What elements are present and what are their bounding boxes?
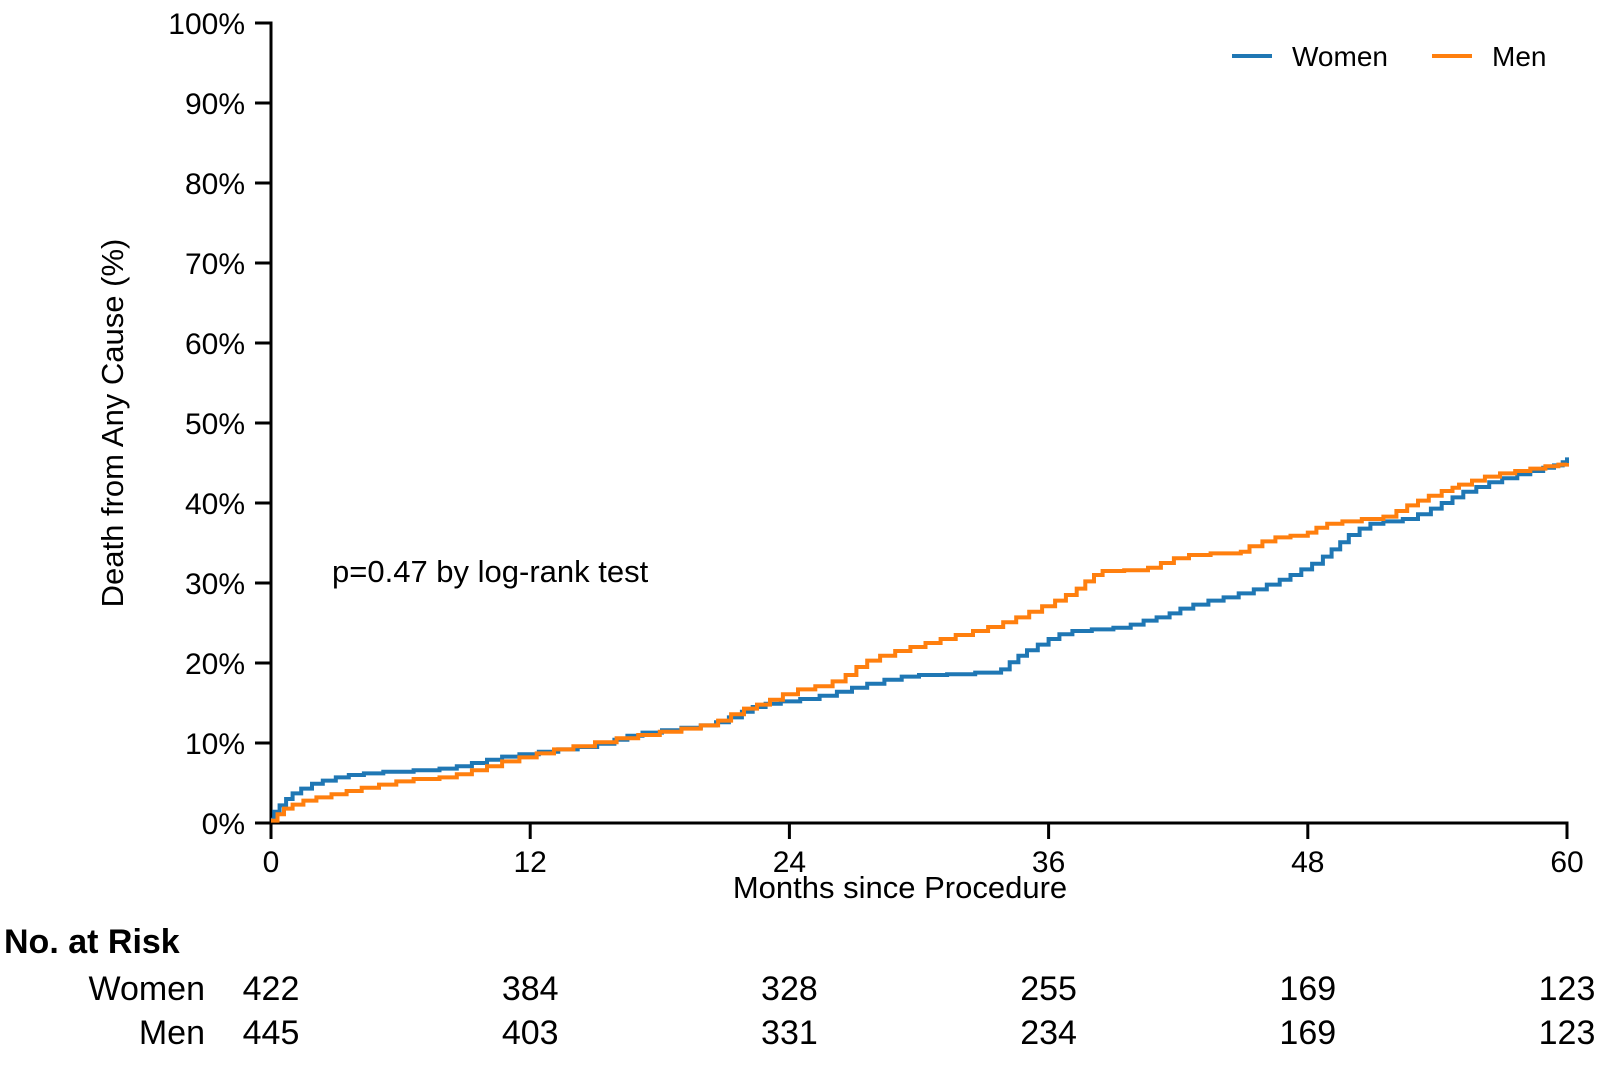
y-tick-label: 90% [185,88,245,121]
x-axis-title: Months since Procedure [733,870,1067,905]
survival-curves [271,457,1569,823]
risk-value-men-60: 123 [1539,1014,1596,1052]
no-at-risk-table: No. at Risk Women Men 422 384 328 255 169 123… [4,923,1595,1052]
y-tick-label: 0% [202,808,245,841]
curve-women [271,457,1569,822]
y-tick-label: 40% [185,488,245,521]
risk-value-women-0: 422 [243,970,300,1008]
x-tick-label: 24 [773,846,806,879]
y-tick-label: 30% [185,568,245,601]
risk-value-men-0: 445 [243,1014,300,1052]
y-tick-label: 80% [185,168,245,201]
x-tick-label: 36 [1032,846,1065,879]
legend-women-label: Women [1292,41,1388,72]
y-tick-label: 10% [185,728,245,761]
risk-value-men-12: 403 [502,1014,559,1052]
y-tick-label: 70% [185,248,245,281]
risk-value-women-12: 384 [502,970,559,1008]
x-tick-label: 60 [1550,846,1583,879]
x-tick-label: 48 [1291,846,1324,879]
legend-men-label: Men [1492,41,1546,72]
curve-men [271,462,1569,823]
x-tick-label: 0 [263,846,280,879]
x-tick-label: 12 [514,846,547,879]
risk-row-label-men: Men [139,1014,205,1052]
risk-row-label-women: Women [88,970,205,1008]
risk-values: 422 384 328 255 169 123 445 403 331 234 169 123 [243,970,1596,1052]
pvalue-annotation: p=0.47 by log-rank test [332,554,649,589]
risk-value-men-24: 331 [761,1014,818,1052]
risk-value-men-36: 234 [1020,1014,1077,1052]
risk-value-women-36: 255 [1020,970,1077,1008]
y-axis-title: Death from Any Cause (%) [95,239,130,608]
risk-value-women-24: 328 [761,970,818,1008]
x-axis-ticks: 0 12 24 36 48 60 [263,824,1584,879]
risk-value-women-48: 169 [1279,970,1336,1008]
no-at-risk-title: No. at Risk [4,923,180,961]
y-axis-ticks: 0% 10% 20% 30% 40% 50% 60% 70% 80% 90% 100% [168,8,270,841]
y-tick-label: 100% [168,8,245,41]
y-tick-label: 50% [185,408,245,441]
risk-value-men-48: 169 [1279,1014,1336,1052]
risk-value-women-60: 123 [1539,970,1596,1008]
y-tick-label: 20% [185,648,245,681]
legend: Women Men [1232,41,1546,72]
y-tick-label: 60% [185,328,245,361]
